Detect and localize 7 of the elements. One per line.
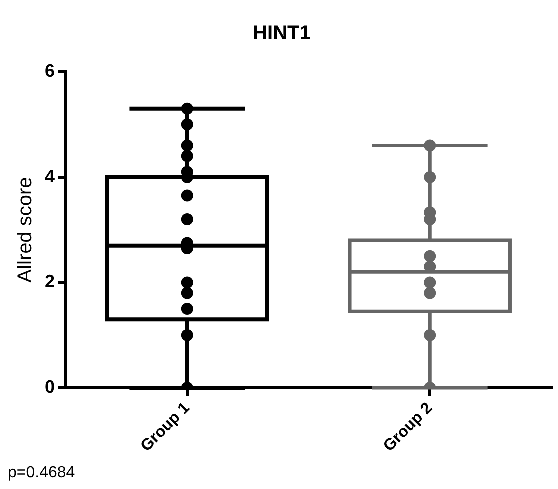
y-axis-title: Allred score <box>14 177 37 283</box>
chart-title: HINT1 <box>253 22 311 45</box>
y-tick-label: 6 <box>44 60 56 81</box>
y-tick-label: 0 <box>44 377 56 398</box>
y-tick-label: 4 <box>44 166 56 186</box>
y-tick-label: 2 <box>44 272 56 292</box>
text: p=0.4684 <box>8 464 76 482</box>
